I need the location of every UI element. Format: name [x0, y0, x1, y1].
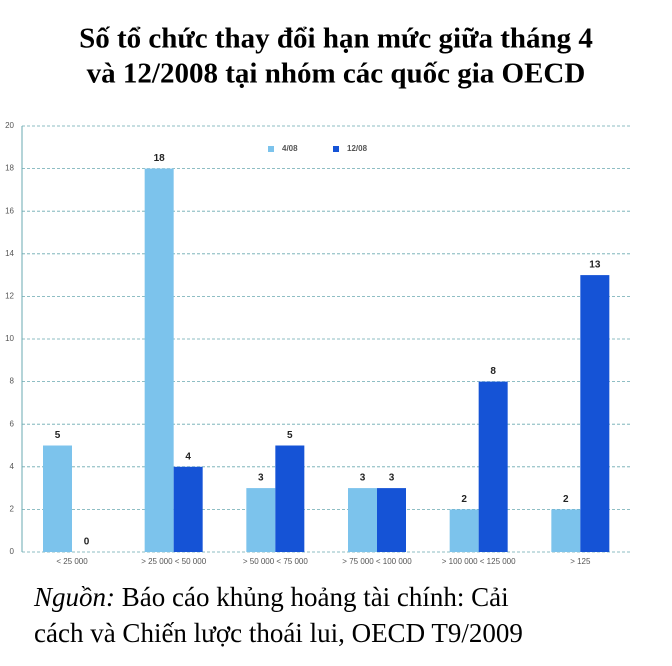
- value-label: 0: [84, 537, 90, 548]
- y-tick-label: 0: [10, 547, 15, 556]
- bar: [478, 381, 508, 552]
- bar: [377, 488, 406, 552]
- value-label: 4: [185, 451, 191, 462]
- bar: [43, 445, 72, 552]
- value-label: 2: [461, 494, 467, 505]
- chart-title: Số tổ chức thay đổi hạn mức giữa tháng 4: [79, 23, 593, 55]
- y-tick-label: 10: [5, 334, 14, 343]
- x-tick-label: > 50 000 < 75 000: [243, 557, 309, 566]
- y-tick-label: 12: [5, 292, 14, 301]
- value-label: 3: [258, 473, 264, 484]
- value-label: 18: [154, 153, 166, 164]
- y-tick-label: 6: [10, 419, 15, 428]
- y-tick-label: 20: [5, 121, 14, 130]
- y-tick-label: 18: [5, 164, 14, 173]
- x-tick-label: > 125: [570, 557, 591, 566]
- y-tick-label: 8: [10, 377, 15, 386]
- legend-swatch: [333, 146, 339, 152]
- value-label: 3: [389, 473, 395, 484]
- bar: [580, 275, 610, 552]
- value-label: 2: [563, 494, 569, 505]
- y-tick-label: 16: [5, 206, 14, 215]
- bar: [348, 488, 377, 552]
- value-label: 3: [360, 473, 366, 484]
- bar: [551, 509, 581, 552]
- y-tick-label: 14: [5, 249, 14, 258]
- bar: [144, 168, 174, 552]
- y-tick-label: 2: [10, 505, 15, 514]
- source-text: cách và Chiến lược thoái lui, OECD T9/20…: [34, 618, 523, 648]
- value-label: 5: [287, 430, 293, 441]
- source: Nguồn: Báo cáo khủng hoảng tài chính: Cả…: [33, 582, 509, 612]
- legend-label: 12/08: [347, 144, 368, 153]
- chart-title: và 12/2008 tại nhóm các quốc gia OECD: [87, 58, 586, 90]
- legend-swatch: [268, 146, 274, 152]
- bar: [246, 488, 276, 552]
- x-tick-label: > 75 000 < 100 000: [342, 557, 412, 566]
- bar: [173, 466, 203, 552]
- x-tick-label: > 25 000 < 50 000: [141, 557, 207, 566]
- legend-label: 4/08: [282, 144, 298, 153]
- x-tick-label: > 100 000 < 125 000: [442, 557, 516, 566]
- source-label: Nguồn:: [33, 582, 115, 612]
- x-tick-label: < 25 000: [56, 557, 88, 566]
- bar: [275, 445, 305, 552]
- source-text: Báo cáo khủng hoảng tài chính: Cải: [122, 582, 509, 612]
- value-label: 5: [55, 430, 61, 441]
- value-label: 8: [490, 366, 496, 377]
- bar: [449, 509, 479, 552]
- value-label: 13: [589, 260, 601, 271]
- y-tick-label: 4: [10, 462, 15, 471]
